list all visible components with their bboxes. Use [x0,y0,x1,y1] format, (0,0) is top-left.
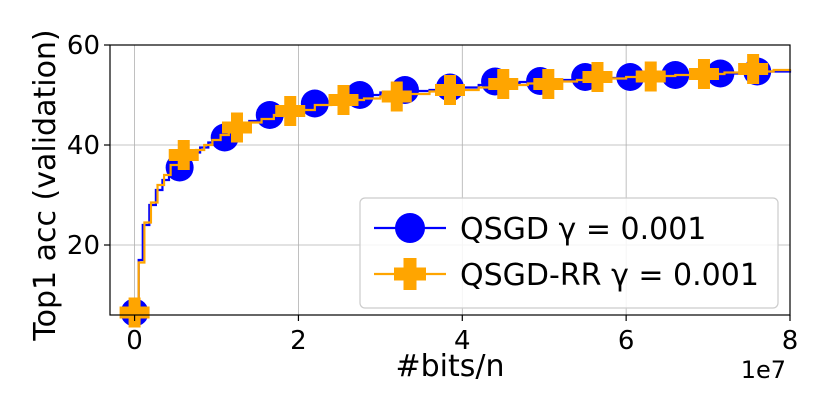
axes [104,44,791,321]
legend-box [359,197,779,309]
series-marker-2 [488,69,519,99]
series-marker-2 [275,96,306,126]
series-marker-2 [328,85,359,115]
x-axis-label: #bits/n [395,349,504,384]
tick-labels: 0 2 4 6 8 20 40 60 [67,31,798,356]
x-tick-label: 0 [126,326,143,356]
series-layer [119,54,792,328]
legend-marker-circle [395,213,425,243]
series-marker-2 [635,61,666,92]
series-marker-2 [168,140,199,170]
x-tick-label: 8 [782,326,799,356]
series-marker-2 [582,62,613,92]
x-tick-label: 6 [618,326,635,356]
series-marker-2 [381,81,412,112]
legend-entry-1: QSGD γ = 0.001 [460,212,706,247]
series-marker-2 [221,112,252,143]
series-marker-2 [738,54,769,84]
legend-marker-plus [394,258,426,290]
x-axis-offset-label: 1e7 [741,356,786,384]
series-marker-2 [435,75,465,105]
y-axis-label: Top1 acc (validation) [28,29,63,341]
y-tick-label: 40 [67,131,100,161]
series-marker-2 [688,59,719,89]
x-tick-label: 2 [290,326,307,356]
y-tick-label: 60 [67,31,100,61]
legend-gamma-value: γ = 0.001 [559,212,707,247]
series-marker-2 [533,69,564,99]
legend-series-label: QSGD [460,212,559,247]
x-tick-label: 4 [454,326,471,356]
legend-gamma-value: γ = 0.001 [611,258,759,293]
plot-frame [109,44,791,316]
y-tick-label: 20 [67,231,100,261]
legend-entry-2: QSGD-RR γ = 0.001 [460,258,759,293]
legend-series-label: QSGD-RR [460,258,611,293]
series-marker-2 [119,297,150,328]
